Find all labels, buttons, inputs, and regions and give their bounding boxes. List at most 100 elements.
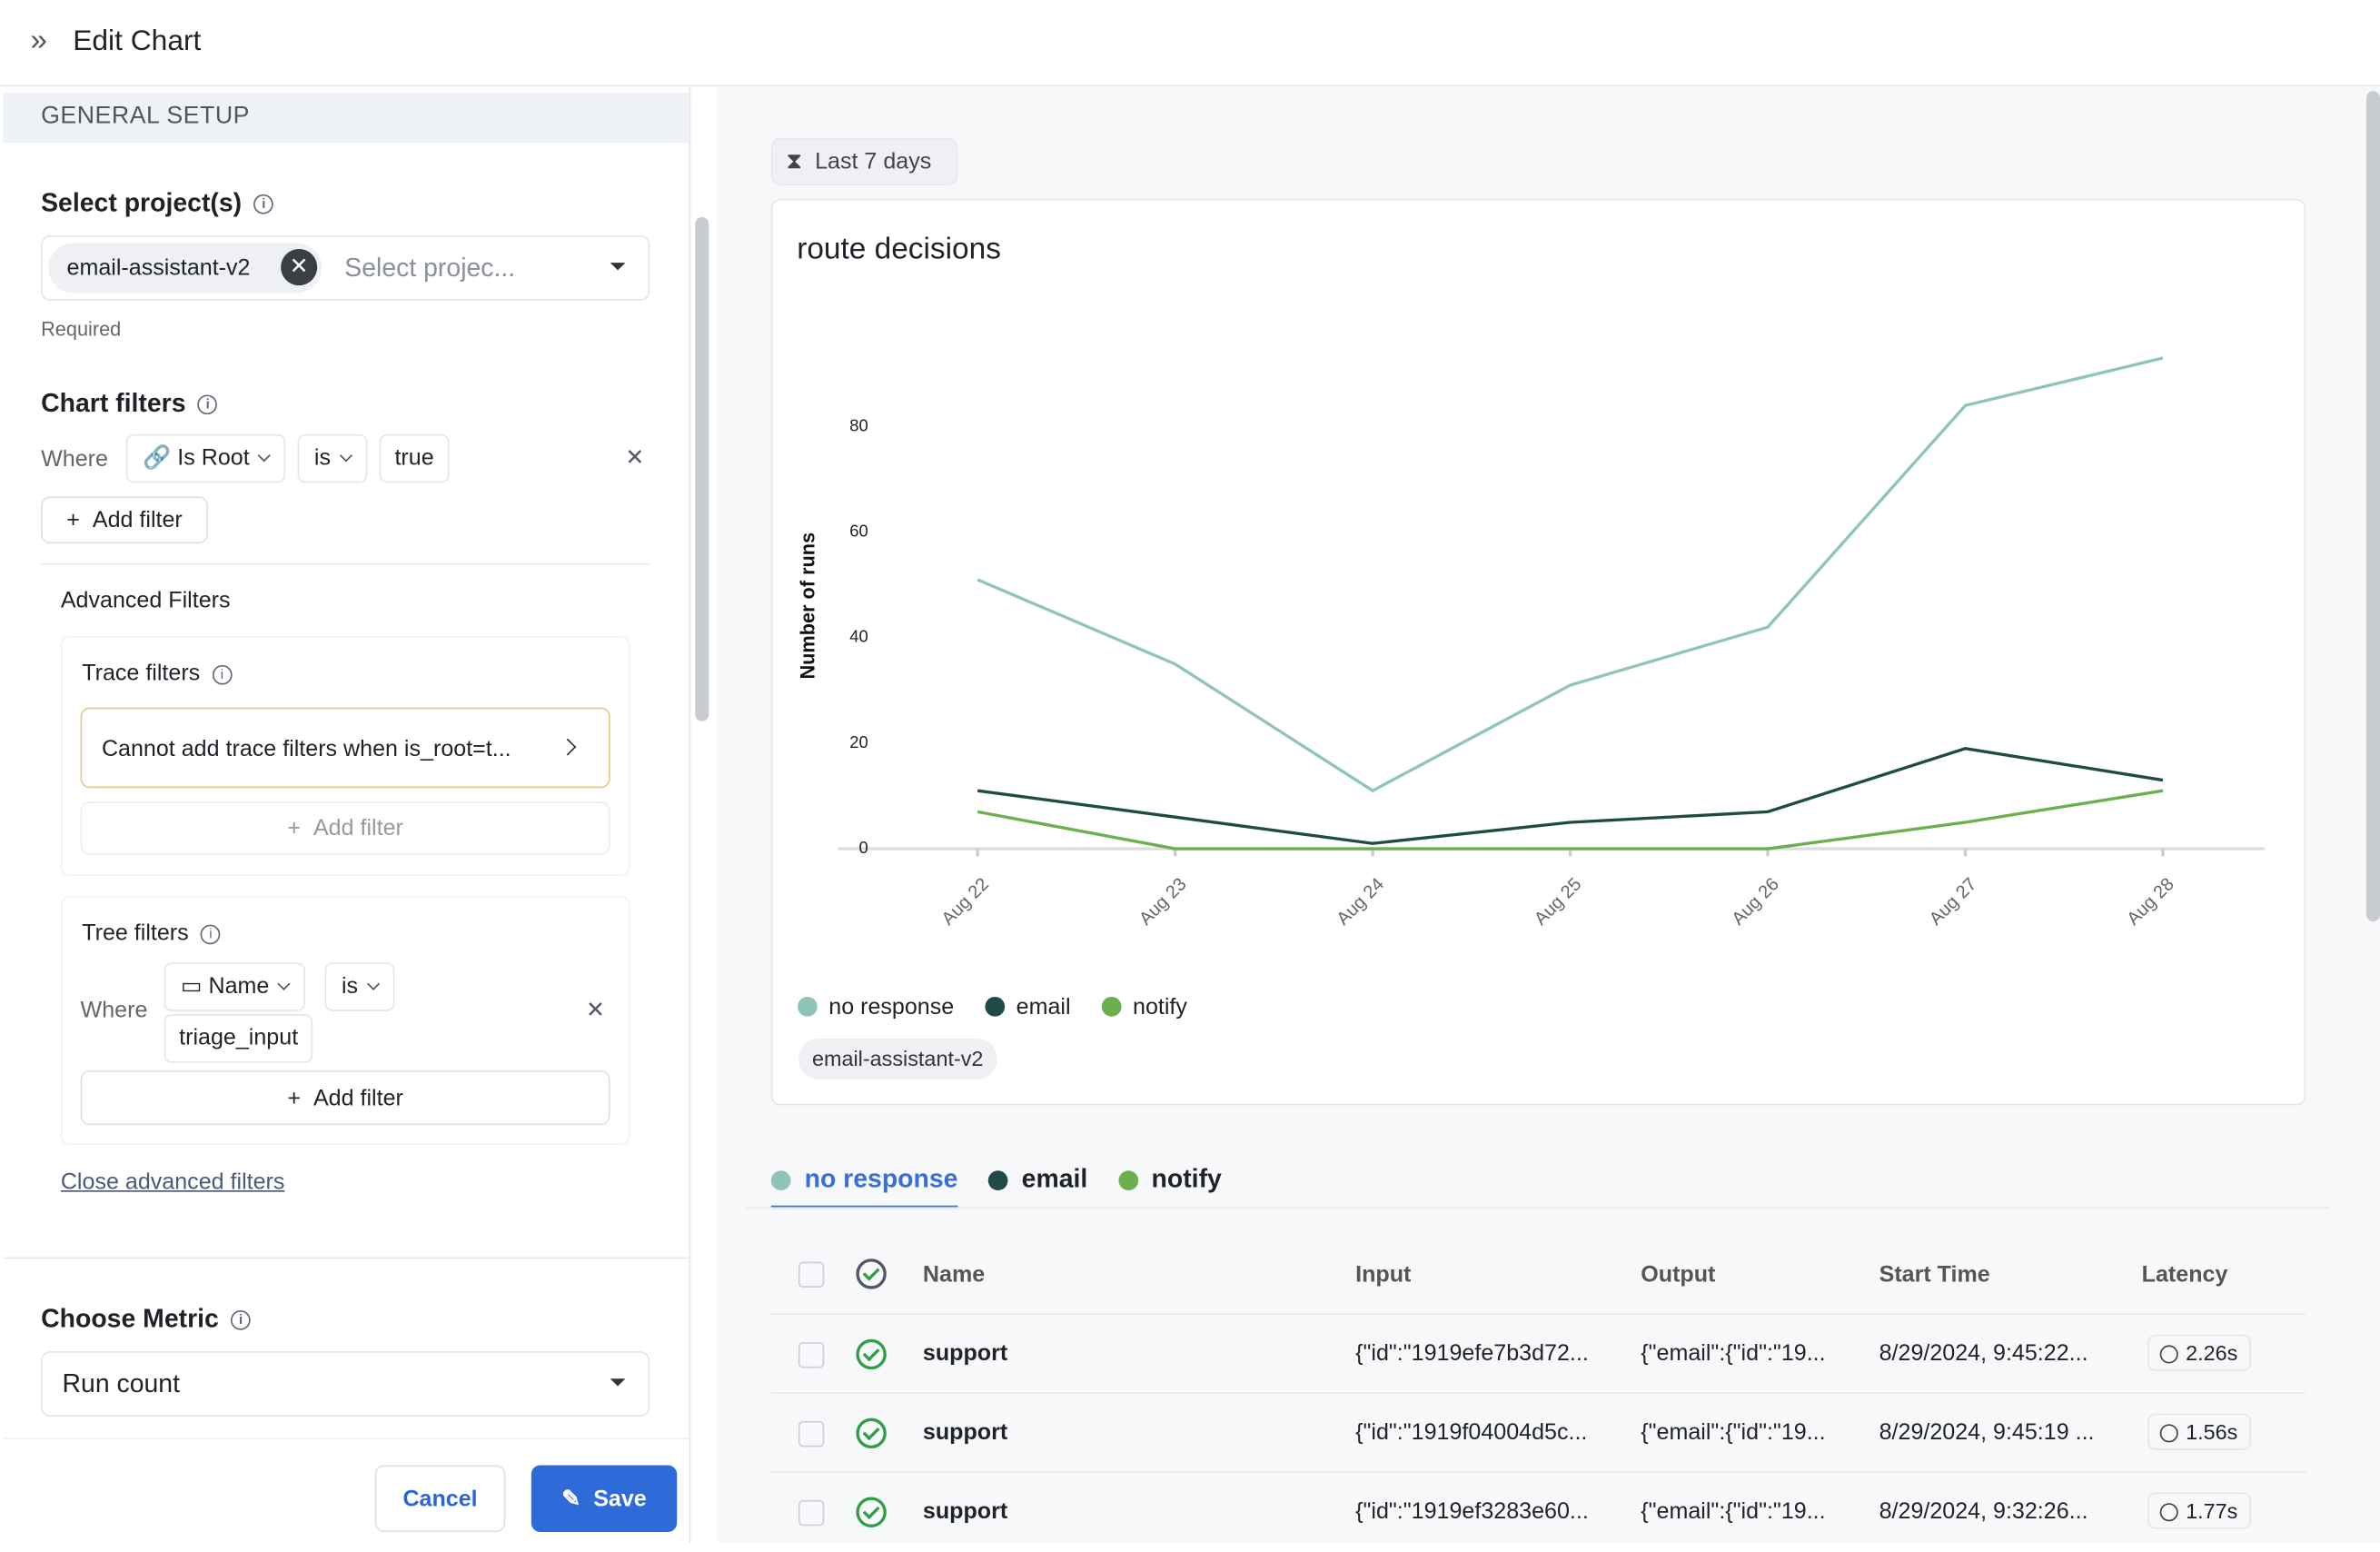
label-text: Trace filters: [82, 660, 201, 687]
advanced-title: Advanced Filters: [60, 587, 231, 614]
column-header: Output: [1641, 1261, 1716, 1288]
cell: support: [922, 1419, 1008, 1446]
scrollbar[interactable]: [695, 216, 709, 721]
cell: {"id":"1919efe7b3d72...: [1355, 1340, 1589, 1367]
tabs: no response email notify: [770, 1154, 1222, 1209]
cell: {"email":{"id":"19...: [1641, 1419, 1826, 1446]
chip: [48, 243, 322, 293]
checkbox[interactable]: [798, 1420, 825, 1448]
tab-label: notify: [1151, 1164, 1222, 1194]
x-tick-label: Aug 23: [1135, 874, 1190, 929]
series-line: [977, 356, 2164, 793]
chip-text: email-assistant-v2: [66, 254, 251, 282]
column-header: Name: [922, 1261, 986, 1288]
checkbox[interactable]: [798, 1261, 825, 1288]
chip-remove[interactable]: ✕: [281, 249, 318, 286]
cell: 8/29/2024, 9:45:19 ...: [1879, 1419, 2095, 1446]
button-text: Add filter: [92, 507, 183, 533]
cell: {"id":"1919f04004d5c...: [1355, 1419, 1588, 1446]
divider: [747, 1207, 2330, 1209]
value-text: true: [394, 444, 434, 471]
chart: route decisions Number of runs 0 20 40 60 80…: [796, 233, 2266, 1020]
chart-title: route decisions: [797, 233, 1001, 266]
button-text: Add filter: [312, 1084, 403, 1111]
time-range[interactable]: [770, 138, 958, 185]
cell: {"email":{"id":"19...: [1641, 1340, 1826, 1367]
label: Select project(s) i: [41, 188, 274, 218]
legend-swatch: [985, 996, 1006, 1017]
add-filter-button[interactable]: + Add filter: [80, 801, 610, 855]
op-select[interactable]: is: [297, 433, 368, 483]
divider: [41, 562, 650, 565]
x-tick-label: Aug 25: [1531, 874, 1585, 929]
checkbox[interactable]: [798, 1499, 825, 1527]
series-line: [977, 747, 2164, 845]
label-text: Select project(s): [41, 188, 243, 217]
value[interactable]: triage_input: [164, 1014, 313, 1063]
op-select[interactable]: is: [324, 962, 395, 1011]
label: Tree filters i: [82, 920, 221, 946]
cell: {"email":{"id":"19...: [1641, 1498, 1826, 1525]
column-header: Latency: [2141, 1261, 2228, 1288]
where: Where: [80, 997, 148, 1024]
collapse-button[interactable]: »: [30, 24, 48, 58]
label: Choose Metric i: [41, 1304, 251, 1334]
latency: 2.26s: [2147, 1334, 2252, 1371]
y-tick-label: 20: [849, 732, 868, 751]
sidebar: [0, 86, 691, 1543]
cancel-button[interactable]: Cancel: [374, 1465, 506, 1532]
add-filter-button[interactable]: + Add filter: [41, 496, 208, 544]
status-icon: [856, 1418, 887, 1449]
remove-filter[interactable]: ✕: [625, 444, 645, 471]
tab[interactable]: notify: [1117, 1154, 1222, 1206]
label-text: Chart filters: [41, 388, 186, 418]
legend-swatch: [1101, 996, 1122, 1017]
legend-label: notify: [1133, 994, 1187, 1020]
column-header: Start Time: [1879, 1261, 1990, 1288]
section-bar: [3, 92, 689, 144]
column-header: Input: [1355, 1261, 1412, 1288]
x-tick-label: Aug 28: [2123, 874, 2177, 929]
chart-card: [770, 198, 2306, 1106]
table-row[interactable]: support {"id":"1919f04004d5c... {"email":{…: [770, 1392, 2306, 1473]
status-icon: [856, 1259, 887, 1289]
x-tick-label: Aug 27: [1926, 874, 1980, 929]
project-tag: email-assistant-v2: [798, 1038, 997, 1080]
time-range-label: Last 7 days: [815, 148, 932, 175]
value[interactable]: true: [379, 433, 450, 483]
field: Is Root: [177, 444, 250, 471]
x-tick-label: Aug 24: [1334, 874, 1388, 929]
y-tick-label: 40: [849, 627, 868, 646]
cell: 8/29/2024, 9:32:26...: [1879, 1498, 2088, 1525]
x-tick-label: Aug 22: [938, 874, 993, 929]
series-line: [977, 789, 2164, 851]
warning[interactable]: [80, 707, 610, 789]
close-advanced[interactable]: Close advanced filters: [60, 1169, 285, 1196]
field-select[interactable]: 🔗 Is Root: [125, 433, 286, 483]
op: is: [341, 973, 359, 1000]
cell: support: [922, 1498, 1008, 1525]
label: Trace filters i: [82, 660, 233, 687]
button-text: Save: [593, 1485, 647, 1512]
latency: 1.56s: [2147, 1413, 2252, 1450]
label-text: Tree filters: [82, 920, 189, 946]
field-select[interactable]: ▭ Name: [164, 962, 306, 1011]
table-header: Name Input Output Start Time Latency: [771, 1238, 2306, 1314]
save-button[interactable]: ✎ Save: [531, 1465, 678, 1532]
time-range-text: ⧗ Last 7 days: [786, 148, 932, 175]
checkbox[interactable]: [798, 1342, 825, 1368]
scrollbar[interactable]: [2365, 91, 2380, 922]
remove-filter[interactable]: ✕: [585, 997, 605, 1024]
table-row[interactable]: support {"id":"1919efe7b3d72... {"email":{…: [770, 1313, 2306, 1394]
dropdown-arrow: [610, 1378, 626, 1394]
button-text: Cancel: [402, 1485, 478, 1512]
metric-select[interactable]: [41, 1351, 650, 1417]
table-row[interactable]: support {"id":"1919ef3283e60... {"email":{…: [770, 1471, 2306, 1552]
tab-label: no response: [804, 1164, 958, 1194]
tab[interactable]: no response: [770, 1154, 958, 1209]
tab-swatch: [987, 1169, 1008, 1190]
add-filter-button[interactable]: + Add filter: [80, 1069, 610, 1126]
cell: {"id":"1919ef3283e60...: [1355, 1498, 1589, 1525]
tab[interactable]: email: [987, 1154, 1087, 1206]
